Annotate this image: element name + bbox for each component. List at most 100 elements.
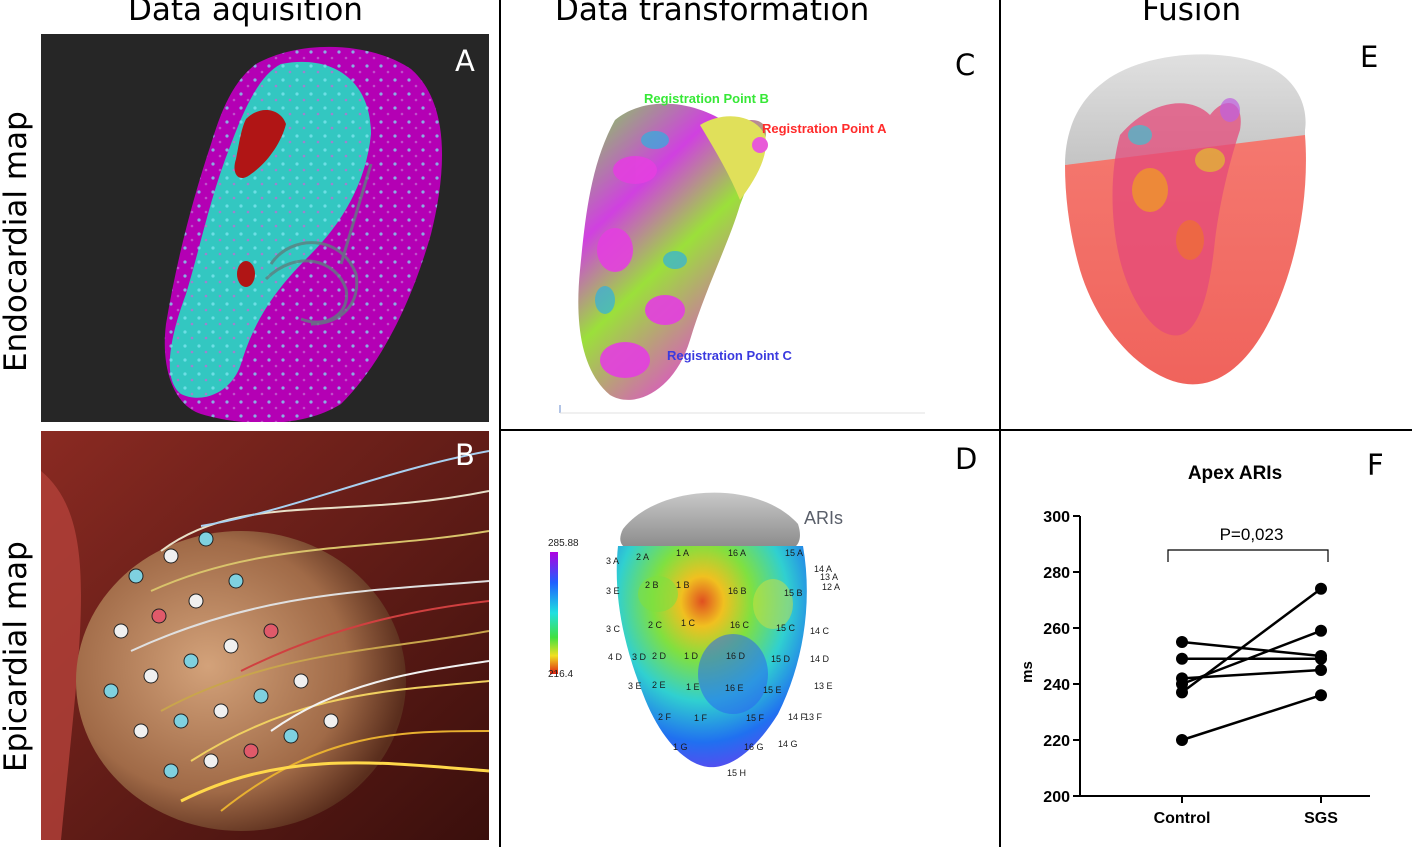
data-point-control	[1176, 652, 1188, 665]
data-point-control	[1176, 686, 1188, 699]
svg-text:15 F: 15 F	[746, 713, 765, 723]
ari-scale-min: 216.4	[548, 669, 574, 680]
x-tick-label: SGS	[1304, 810, 1338, 827]
svg-text:3 E: 3 E	[628, 681, 642, 691]
svg-text:1 G: 1 G	[673, 742, 688, 752]
svg-text:2 E: 2 E	[652, 680, 666, 690]
row-title-epicardial: Epicardial map	[0, 541, 34, 772]
data-point-control	[1176, 678, 1188, 690]
data-point-sgs	[1315, 582, 1327, 595]
vertical-divider-left	[499, 0, 501, 847]
series-line	[1181, 587, 1322, 694]
significance-bracket	[1167, 549, 1329, 562]
svg-text:15 H: 15 H	[727, 768, 746, 778]
svg-text:16 C: 16 C	[730, 620, 750, 630]
column-title-transformation: Data transformation	[555, 0, 870, 28]
svg-text:3 E: 3 E	[606, 586, 620, 596]
svg-text:14 D: 14 D	[810, 654, 830, 664]
svg-text:3 A: 3 A	[606, 556, 619, 566]
chart-title: Apex ARIs	[1188, 463, 1282, 484]
panel-letter-e: E	[1360, 40, 1379, 74]
transformed-mesh	[559, 103, 925, 414]
series-line	[1181, 640, 1322, 658]
registration-point-a-label: Registration Point A	[762, 121, 887, 136]
panel-letter-f: F	[1367, 448, 1384, 482]
chart-y-axis-label: ms	[1019, 661, 1036, 683]
y-tick-label: 280	[1043, 565, 1070, 582]
svg-text:14 C: 14 C	[810, 626, 830, 636]
registration-point-b-label: Registration Point B	[644, 91, 769, 106]
series-line	[1181, 694, 1322, 742]
svg-text:3 C: 3 C	[606, 624, 621, 634]
data-point-control	[1176, 636, 1188, 648]
svg-text:13 A: 13 A	[820, 572, 838, 582]
svg-text:2 C: 2 C	[648, 620, 663, 630]
svg-text:15 A: 15 A	[785, 548, 803, 558]
fused-heart	[1065, 54, 1306, 385]
y-tick-label: 300	[1043, 509, 1070, 526]
panel-c-transformation-image	[555, 80, 935, 415]
horizontal-divider-right	[1001, 429, 1412, 431]
y-tick-label: 200	[1043, 789, 1070, 806]
vertical-divider-right	[999, 0, 1001, 847]
panel-e-fusion-image	[1060, 40, 1320, 400]
apex-ari-chart: Apex ARIs ms 200 220 240 260 280 300 Control SG…	[1019, 463, 1370, 827]
significance-label: P=0,023	[1220, 525, 1284, 544]
ari-scale-max: 285.88	[548, 538, 579, 549]
svg-text:12 A: 12 A	[822, 582, 840, 592]
svg-text:1 F: 1 F	[694, 713, 708, 723]
svg-text:16 A: 16 A	[728, 548, 746, 558]
row-title-endocardial: Endocardial map	[0, 111, 34, 372]
panel-letter-b: B	[455, 438, 475, 472]
svg-text:15 E: 15 E	[763, 685, 782, 695]
ari-color-scale	[550, 552, 558, 674]
x-tick-label: Control	[1154, 810, 1211, 827]
svg-text:14 F: 14 F	[788, 712, 807, 722]
epicardial-photo-illustration	[41, 431, 489, 840]
data-point-control	[1176, 734, 1188, 746]
horizontal-divider-middle	[501, 429, 999, 431]
svg-text:13 E: 13 E	[814, 681, 833, 691]
svg-text:15 C: 15 C	[776, 623, 796, 633]
svg-text:2 F: 2 F	[658, 712, 672, 722]
svg-text:1 A: 1 A	[676, 548, 689, 558]
data-point-sgs	[1315, 652, 1327, 665]
data-point-sgs	[1315, 664, 1327, 676]
svg-text:1 D: 1 D	[684, 651, 699, 661]
svg-text:13 F: 13 F	[804, 712, 823, 722]
svg-text:1 B: 1 B	[676, 580, 690, 590]
panel-b-epicardial-photo	[41, 431, 489, 840]
column-title-acquisition: Data aquisition	[128, 0, 363, 28]
svg-text:2 A: 2 A	[636, 552, 649, 562]
data-point-sgs	[1315, 689, 1327, 702]
svg-text:15 D: 15 D	[771, 654, 791, 664]
series-line	[1181, 668, 1322, 680]
panel-letter-c: C	[955, 48, 976, 82]
panel-d-ari-map: 3 A 2 A 1 A 16 A 15 A 14 A 13 A 12 A 3 E 2 B 1 …	[548, 484, 868, 794]
column-title-fusion: Fusion	[1142, 0, 1242, 28]
panel-letter-d: D	[955, 442, 978, 476]
registration-point-c-label: Registration Point C	[667, 348, 792, 363]
svg-text:16 E: 16 E	[725, 683, 744, 693]
ari-map-title: ARIs	[804, 508, 844, 528]
svg-text:3 D: 3 D	[632, 652, 647, 662]
y-tick-label: 240	[1043, 677, 1070, 694]
svg-text:4 D: 4 D	[608, 652, 623, 662]
endocardial-mesh	[164, 46, 443, 422]
svg-text:1 C: 1 C	[681, 618, 696, 628]
ari-map-mesh: 3 A 2 A 1 A 16 A 15 A 14 A13 A12 A 3 E 2 B 1 …	[550, 492, 840, 778]
svg-text:1 E: 1 E	[686, 682, 700, 692]
svg-text:16 B: 16 B	[728, 586, 747, 596]
svg-text:16 D: 16 D	[726, 651, 746, 661]
y-tick-label: 260	[1043, 621, 1070, 638]
svg-text:15 B: 15 B	[784, 588, 803, 598]
panel-a-endocardial-image	[41, 34, 489, 422]
svg-text:2 B: 2 B	[645, 580, 659, 590]
data-point-sgs	[1315, 624, 1327, 637]
svg-text:14 A: 14 A	[814, 564, 832, 574]
svg-text:14 G: 14 G	[778, 739, 798, 749]
svg-text:16 G: 16 G	[744, 742, 764, 752]
svg-text:2 D: 2 D	[652, 651, 667, 661]
y-tick-label: 220	[1043, 733, 1070, 750]
panel-letter-a: A	[455, 44, 475, 78]
